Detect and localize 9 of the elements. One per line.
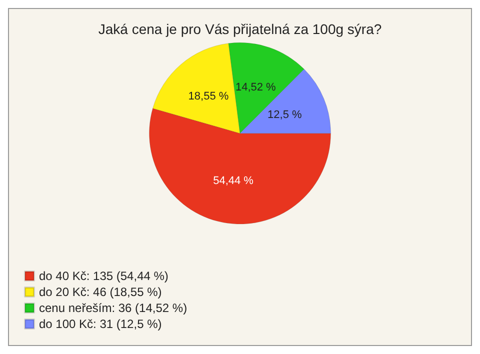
legend-label: do 100 Kč: 31 (12,5 %) [39,317,162,331]
data-label: 18,55 % [188,90,229,103]
data-label: 12,5 % [268,108,302,121]
legend-label: do 40 Kč: 135 (54,44 %) [39,269,168,283]
legend-label: do 20 Kč: 46 (18,55 %) [39,285,162,299]
legend-label: cenu neřeším: 36 (14,52 %) [39,301,188,315]
data-label: 14,52 % [235,82,276,94]
data-label: 54,44 % [213,175,254,188]
chart-title: Jaká cena je pro Vás přijatelná za 100g sýra? [98,21,382,37]
